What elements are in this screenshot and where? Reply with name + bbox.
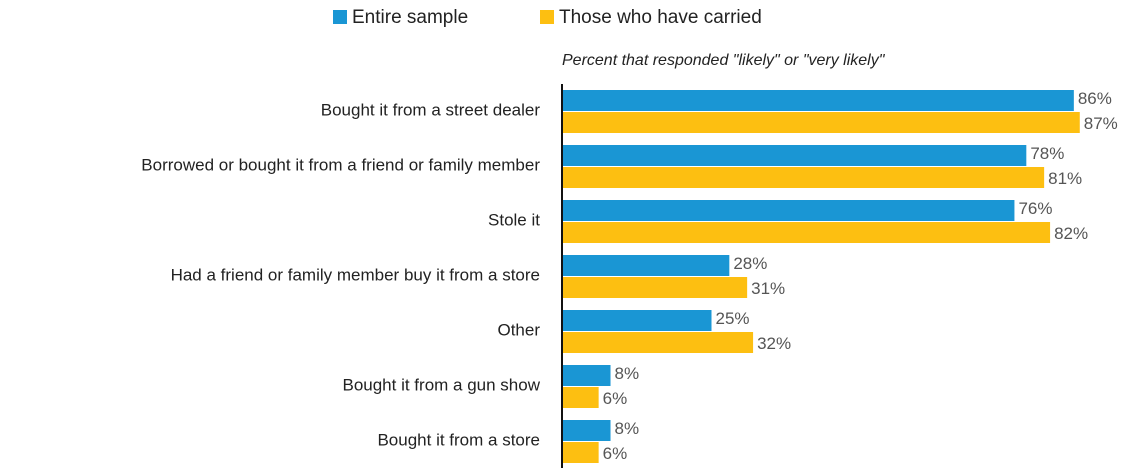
bar <box>563 310 712 331</box>
category-label: Had a friend or family member buy it fro… <box>171 265 540 284</box>
value-label: 6% <box>603 389 628 408</box>
value-label: 8% <box>615 364 640 383</box>
bar <box>563 112 1080 133</box>
chart-subtitle: Percent that responded "likely" or "very… <box>562 52 886 69</box>
category-label: Bought it from a gun show <box>342 375 540 394</box>
value-label: 31% <box>751 279 785 298</box>
category-label: Bought it from a street dealer <box>321 100 541 119</box>
value-label: 86% <box>1078 89 1112 108</box>
category-label: Borrowed or bought it from a friend or f… <box>141 155 540 174</box>
category-label: Other <box>497 320 540 339</box>
value-label: 76% <box>1018 199 1052 218</box>
legend-swatch <box>333 10 347 24</box>
bar <box>563 145 1027 166</box>
category-label: Bought it from a store <box>377 430 540 449</box>
bar <box>563 332 754 353</box>
value-label: 81% <box>1048 169 1082 188</box>
value-label: 8% <box>615 419 640 438</box>
value-label: 32% <box>757 334 791 353</box>
legend-label: Those who have carried <box>559 7 762 28</box>
bar <box>563 255 730 276</box>
bar <box>563 420 611 441</box>
value-label: 87% <box>1084 114 1118 133</box>
bar <box>563 200 1015 221</box>
bar <box>563 167 1045 188</box>
value-label: 25% <box>716 309 750 328</box>
bar <box>563 277 748 298</box>
category-label: Stole it <box>488 210 540 229</box>
value-label: 82% <box>1054 224 1088 243</box>
legend-swatch <box>540 10 554 24</box>
legend-label: Entire sample <box>352 7 468 28</box>
bar <box>563 222 1051 243</box>
bar <box>563 387 599 408</box>
bar <box>563 365 611 386</box>
bar <box>563 90 1074 111</box>
value-label: 78% <box>1030 144 1064 163</box>
bar <box>563 442 599 463</box>
value-label: 28% <box>733 254 767 273</box>
value-label: 6% <box>603 444 628 463</box>
